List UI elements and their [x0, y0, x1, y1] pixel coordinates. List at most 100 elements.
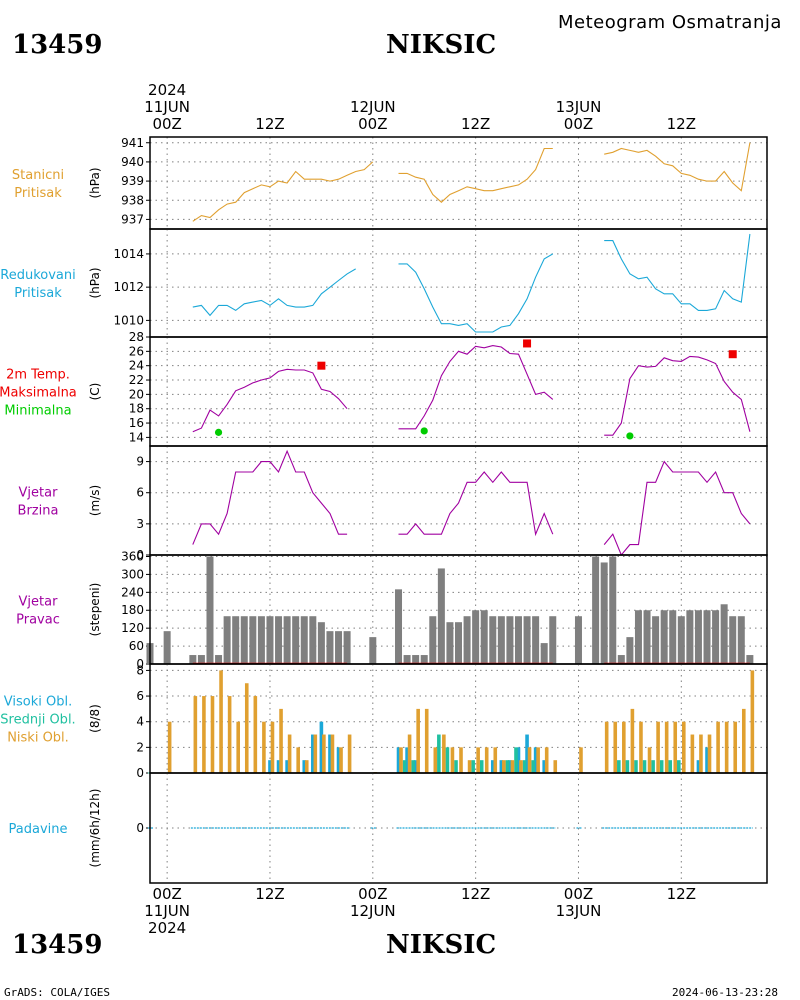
cloud-bar-0	[542, 760, 546, 773]
y-tick-label: 0	[136, 548, 144, 562]
cloud-bar-2	[750, 670, 755, 773]
wind-dir-bar	[163, 631, 171, 664]
x-tick-label-bottom: 12JUN	[350, 902, 396, 920]
wind-dir-bar	[514, 616, 522, 664]
station-code-bottom: 13459	[12, 930, 103, 960]
cloud-bar-2	[544, 747, 549, 773]
y-tick-label: 28	[129, 330, 144, 344]
cloud-bar-0	[499, 760, 504, 773]
wind-dir-bar	[532, 616, 540, 664]
cloud-bar-1	[411, 760, 415, 773]
unit-label: (8/8)	[88, 704, 102, 733]
cloud-bar-0	[396, 747, 401, 773]
x-tick-label-bottom: 2024	[148, 919, 186, 937]
y-tick-label: 938	[121, 193, 144, 207]
cloud-bar-2	[510, 760, 515, 773]
cloud-bar-2	[519, 760, 523, 773]
y-tick-label: 18	[129, 402, 144, 416]
x-tick-label-bottom: 12Z	[255, 885, 284, 903]
wind-dir-bar	[395, 589, 403, 664]
wind-dir-bar	[729, 616, 737, 664]
cloud-bar-2	[536, 747, 540, 773]
panel-label: Redukovani	[0, 268, 75, 283]
wind-dir-bar	[489, 616, 497, 664]
x-tick-label-top: 12Z	[461, 115, 490, 133]
wind-dir-bar	[669, 610, 677, 664]
y-tick-label: 1012	[113, 280, 144, 294]
cloud-bar-2	[287, 734, 292, 773]
cloud-bar-2	[639, 721, 643, 773]
wind-dir-bar	[309, 616, 317, 664]
panel-label: Vjetar	[19, 595, 59, 610]
cloud-bar-0	[413, 760, 418, 773]
y-tick-label: 240	[121, 585, 144, 599]
panel-frame	[149, 336, 768, 447]
y-tick-label: 360	[121, 549, 144, 563]
cloud-bar-2	[219, 670, 223, 773]
wind-dir-bar	[746, 655, 754, 664]
panel-label: Brzina	[18, 504, 59, 519]
panel-wind_speed: 0 3 6 9 (m/s) Vjetar Brzina	[18, 445, 768, 562]
cloud-bar-0	[268, 760, 272, 773]
cloud-bar-2	[407, 734, 412, 773]
y-tick-label: 20	[129, 387, 144, 401]
cloud-bar-1	[479, 760, 484, 773]
cloud-bar-0	[336, 747, 341, 773]
series-line-temperature	[398, 345, 554, 430]
cloud-bar-2	[467, 760, 472, 773]
y-tick-label: 6	[136, 486, 144, 500]
cloud-bar-2	[707, 734, 712, 773]
y-tick-label: 1014	[113, 247, 144, 261]
unit-label: (stepeni)	[88, 583, 102, 637]
cloud-bar-2	[716, 721, 720, 773]
cloud-bar-1	[445, 747, 450, 773]
x-tick-label-bottom: 12Z	[461, 885, 490, 903]
cloud-bar-2	[724, 721, 729, 773]
wind-dir-bar	[249, 616, 257, 664]
wind-dir-bar	[403, 655, 411, 664]
unit-label: (C)	[88, 383, 102, 401]
cloud-bar-0	[705, 747, 709, 773]
wind-dir-bar	[412, 655, 420, 664]
x-tick-label-top: 12Z	[255, 115, 284, 133]
tmax-marker	[317, 361, 326, 370]
panel-frame	[149, 772, 768, 884]
unit-label: (hPa)	[88, 167, 102, 198]
y-tick-label: 941	[121, 136, 144, 150]
cloud-bar-1	[531, 760, 535, 773]
panel-reduced_pressure: 1010 1012 1014 (hPa) Redukovani Pritisak	[0, 228, 768, 338]
y-tick-label: 60	[129, 639, 144, 653]
tmax-marker	[728, 350, 737, 359]
cloud-bar-2	[579, 747, 583, 773]
panel-frame	[149, 445, 768, 556]
cloud-bar-2	[476, 747, 480, 773]
cloud-bar-2	[613, 721, 618, 773]
cloud-bar-2	[484, 747, 489, 773]
wind-dir-bar	[737, 616, 745, 664]
tmax-marker	[523, 339, 532, 348]
series-line-reduced_pressure	[192, 268, 356, 317]
cloud-bar-2	[210, 696, 215, 773]
cloud-bar-0	[328, 734, 332, 773]
cloud-bar-2	[424, 708, 429, 773]
cloud-bar-2	[262, 721, 266, 773]
series-line-station_pressure	[604, 142, 751, 192]
wind-dir-bar	[677, 616, 685, 664]
panel-label: Pritisak	[14, 286, 62, 301]
wind-dir-bar	[497, 616, 505, 664]
wind-dir-bar	[275, 616, 283, 664]
y-tick-label: 9	[136, 455, 144, 469]
x-tick-label-bottom: 13JUN	[556, 902, 602, 920]
wind-dir-bar	[592, 556, 600, 664]
panel-label: Maksimalna	[0, 386, 77, 401]
cloud-bar-2	[236, 721, 240, 773]
cloud-bar-1	[651, 760, 655, 773]
x-tick-label-bottom: 00Z	[358, 885, 387, 903]
wind-dir-bar	[369, 637, 377, 664]
cloud-bar-1	[505, 760, 510, 773]
cloud-bar-1	[677, 760, 681, 773]
wind-dir-bar	[283, 616, 291, 664]
wind-dir-bar	[215, 655, 223, 664]
